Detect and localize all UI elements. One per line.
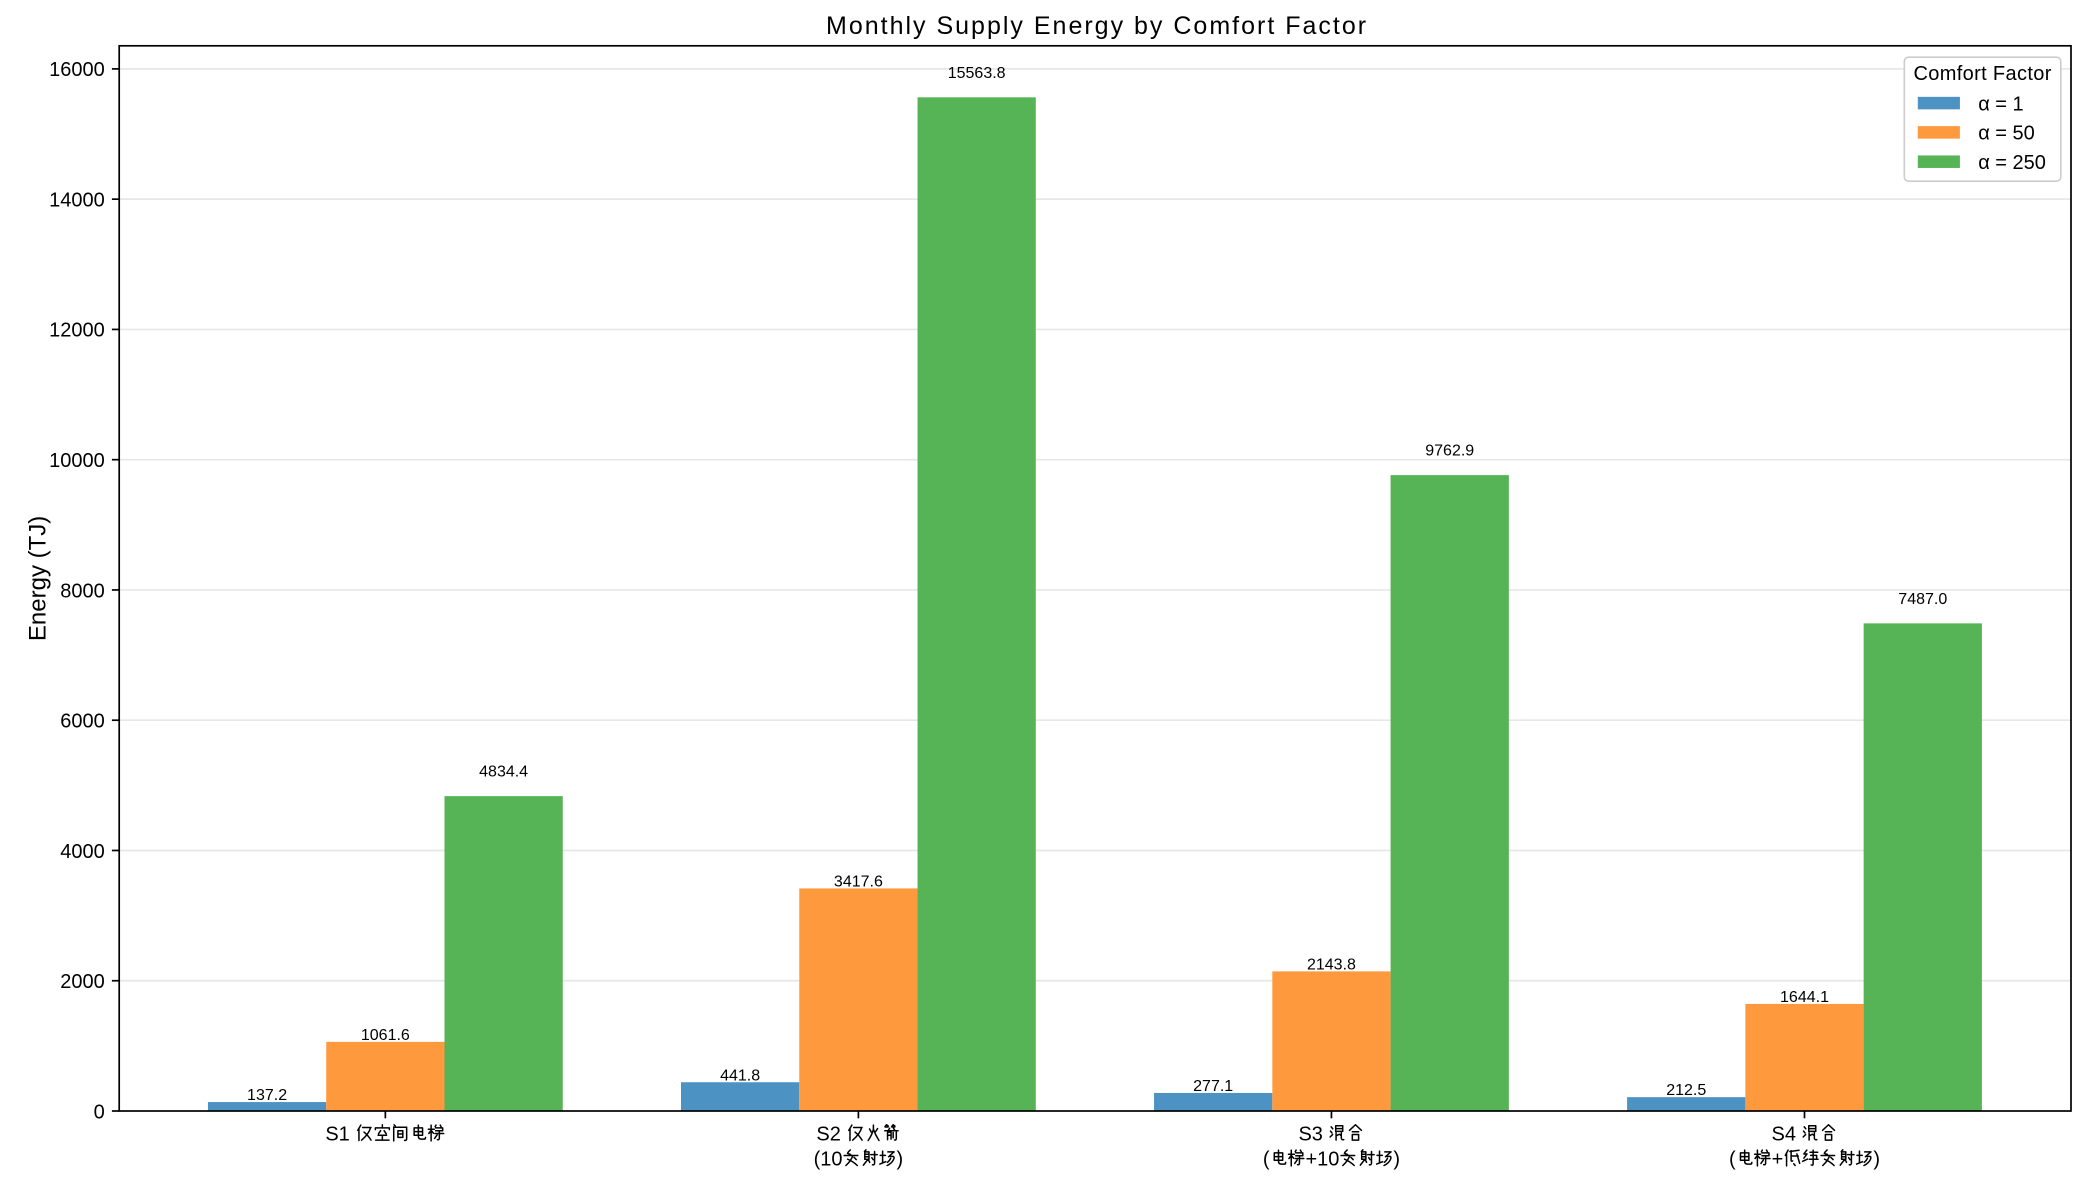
svg-text:2143.8: 2143.8	[1307, 956, 1356, 973]
svg-text:(: (	[1729, 1149, 1736, 1171]
svg-text:1644.1: 1644.1	[1780, 989, 1829, 1006]
svg-text:α = 50: α = 50	[1978, 123, 2035, 145]
svg-text:α = 1: α = 1	[1978, 93, 2023, 115]
svg-text:(10: (10	[814, 1149, 843, 1171]
svg-text:7487.0: 7487.0	[1898, 591, 1947, 608]
svg-text:10000: 10000	[49, 450, 105, 472]
svg-text:S3: S3	[1298, 1124, 1328, 1146]
svg-text:(: (	[1263, 1149, 1270, 1171]
svg-text:Comfort Factor: Comfort Factor	[1913, 63, 2051, 85]
svg-text:1061.6: 1061.6	[361, 1027, 410, 1044]
svg-text:α = 250: α = 250	[1978, 152, 2046, 174]
svg-text:8000: 8000	[60, 580, 105, 602]
svg-text:6000: 6000	[60, 711, 105, 733]
svg-text:S1: S1	[325, 1124, 355, 1146]
svg-text:Energy (TJ): Energy (TJ)	[24, 516, 51, 641]
svg-text:277.1: 277.1	[1193, 1078, 1233, 1095]
svg-text:): )	[1873, 1149, 1880, 1171]
svg-text:3417.6: 3417.6	[834, 873, 883, 890]
svg-text:15563.8: 15563.8	[948, 65, 1006, 82]
svg-text:12000: 12000	[49, 320, 105, 342]
svg-text:4000: 4000	[60, 841, 105, 863]
svg-text:212.5: 212.5	[1666, 1082, 1706, 1099]
svg-text:2000: 2000	[60, 971, 105, 993]
svg-text:441.8: 441.8	[720, 1067, 760, 1084]
svg-text:S4: S4	[1771, 1124, 1801, 1146]
svg-text:S2: S2	[816, 1124, 846, 1146]
svg-text:137.2: 137.2	[247, 1087, 287, 1104]
svg-text:0: 0	[94, 1101, 105, 1123]
svg-text:9762.9: 9762.9	[1425, 443, 1474, 460]
svg-text:): )	[1393, 1149, 1400, 1171]
svg-text:Monthly Supply Energy by Comfo: Monthly Supply Energy by Comfort Factor	[826, 12, 1368, 40]
svg-text:16000: 16000	[49, 59, 105, 81]
svg-text:+: +	[1772, 1149, 1784, 1171]
svg-text:14000: 14000	[49, 189, 105, 211]
svg-text:): )	[897, 1149, 904, 1171]
svg-text:4834.4: 4834.4	[479, 764, 528, 781]
svg-text:+10: +10	[1305, 1149, 1339, 1171]
